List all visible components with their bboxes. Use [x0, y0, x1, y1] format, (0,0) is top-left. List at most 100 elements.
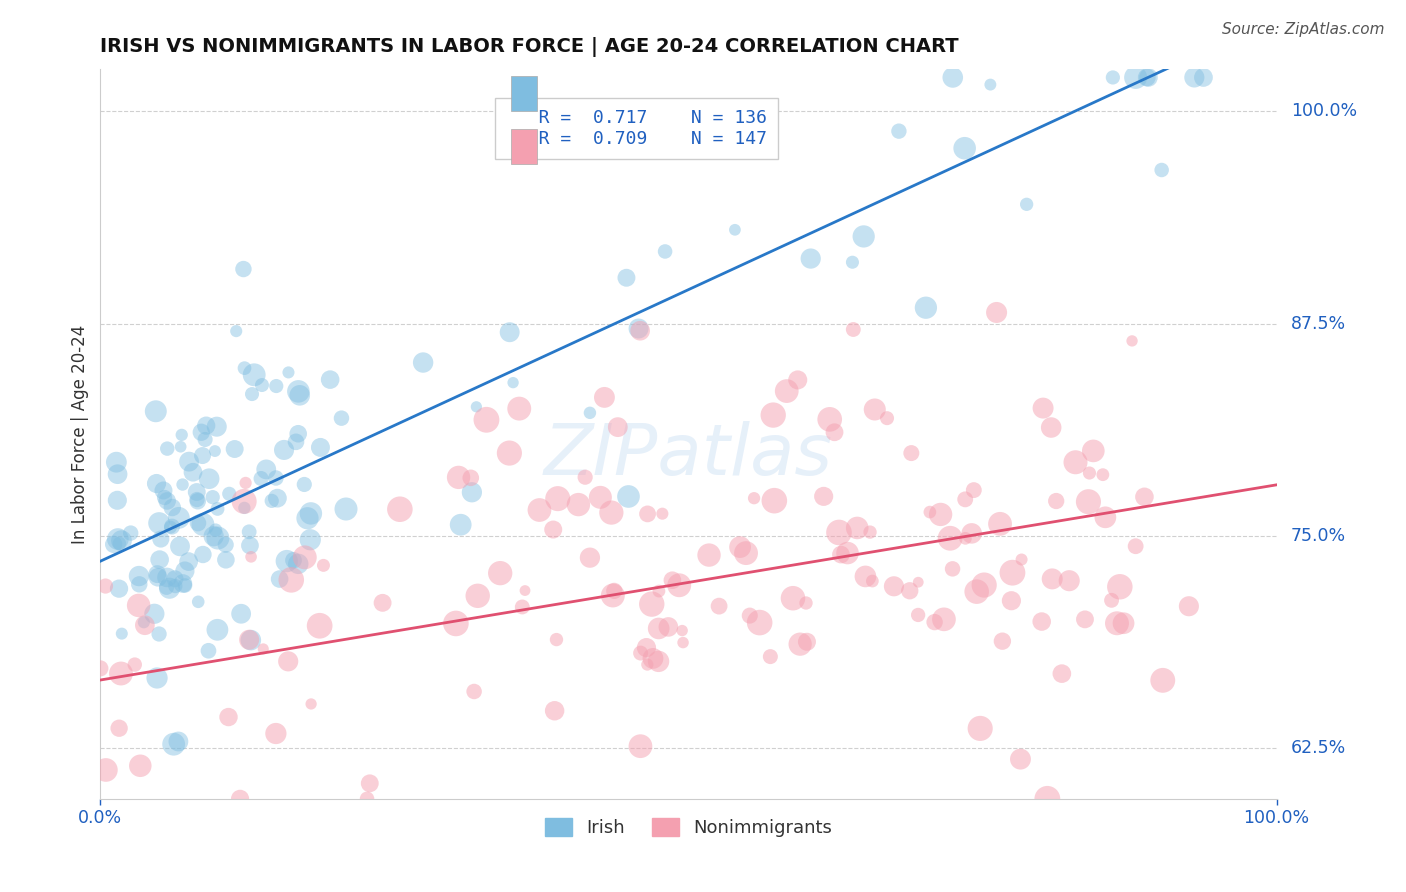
Point: [287, 384, 309, 399]
Point: [128, 599, 150, 613]
Point: [1074, 612, 1097, 626]
Point: [463, 684, 485, 698]
Point: [162, 500, 184, 515]
Point: [606, 420, 628, 434]
Point: [159, 520, 181, 534]
Point: [146, 567, 169, 582]
Text: 87.5%: 87.5%: [1291, 315, 1346, 333]
Point: [475, 413, 498, 427]
Point: [846, 521, 869, 535]
Point: [356, 792, 378, 806]
Point: [907, 575, 929, 590]
Point: [153, 491, 176, 505]
Point: [1112, 616, 1135, 631]
Point: [218, 487, 240, 501]
Point: [269, 572, 291, 586]
Point: [955, 531, 977, 545]
Point: [111, 626, 134, 640]
Point: [1137, 70, 1160, 85]
Point: [124, 657, 146, 672]
Point: [297, 511, 319, 525]
Point: [172, 576, 194, 591]
Legend: Irish, Nonimmigrants: Irish, Nonimmigrants: [537, 811, 839, 845]
Point: [1125, 70, 1147, 85]
Point: [128, 577, 150, 591]
Point: [264, 379, 287, 393]
Point: [630, 739, 652, 754]
Point: [637, 507, 659, 521]
Point: [748, 615, 770, 630]
Point: [202, 529, 225, 543]
Point: [932, 612, 955, 626]
Point: [204, 523, 226, 537]
Point: [173, 564, 195, 578]
Point: [929, 508, 952, 522]
Point: [145, 476, 167, 491]
Point: [924, 615, 946, 629]
Point: [1150, 163, 1173, 178]
Point: [110, 666, 132, 681]
Point: [824, 425, 846, 440]
Point: [224, 442, 246, 456]
Point: [177, 455, 200, 469]
Point: [973, 578, 995, 592]
Point: [543, 704, 565, 718]
Point: [786, 373, 808, 387]
Point: [273, 442, 295, 457]
Point: [250, 378, 273, 392]
Point: [782, 591, 804, 606]
Point: [1078, 466, 1101, 480]
Point: [728, 540, 751, 554]
Point: [204, 444, 226, 458]
Point: [603, 583, 626, 598]
Point: [1125, 539, 1147, 553]
Point: [207, 502, 229, 516]
Point: [232, 262, 254, 277]
Point: [738, 608, 761, 623]
Point: [883, 579, 905, 593]
Point: [277, 366, 299, 380]
Point: [724, 223, 747, 237]
Point: [593, 391, 616, 405]
Point: [260, 494, 283, 508]
Point: [197, 644, 219, 658]
Text: 75.0%: 75.0%: [1291, 527, 1346, 545]
Point: [191, 449, 214, 463]
Point: [129, 758, 152, 772]
Point: [194, 433, 217, 447]
Point: [1136, 70, 1159, 85]
Point: [759, 649, 782, 664]
Point: [195, 418, 218, 433]
Point: [647, 654, 669, 668]
Point: [107, 467, 129, 482]
Point: [498, 446, 520, 460]
Point: [953, 141, 976, 155]
Point: [233, 494, 256, 508]
Point: [359, 776, 381, 790]
Point: [94, 763, 117, 777]
Point: [837, 546, 859, 560]
Point: [654, 244, 676, 259]
Point: [818, 412, 841, 426]
Point: [942, 70, 965, 85]
Point: [1040, 420, 1063, 434]
Point: [134, 618, 156, 632]
Point: [181, 465, 204, 479]
Point: [589, 491, 612, 505]
Point: [132, 615, 155, 630]
Point: [177, 555, 200, 569]
Point: [574, 470, 596, 484]
Point: [156, 442, 179, 456]
Point: [1040, 572, 1063, 586]
Point: [636, 657, 658, 672]
Point: [1105, 616, 1128, 631]
Point: [707, 599, 730, 614]
Text: IRISH VS NONIMMIGRANTS IN LABOR FORCE | AGE 20-24 CORRELATION CHART: IRISH VS NONIMMIGRANTS IN LABOR FORCE | …: [100, 37, 959, 57]
Point: [198, 472, 221, 486]
Point: [876, 411, 898, 425]
Point: [280, 573, 302, 587]
Point: [191, 548, 214, 562]
Point: [1057, 574, 1080, 588]
Point: [636, 640, 658, 655]
Point: [283, 553, 305, 567]
